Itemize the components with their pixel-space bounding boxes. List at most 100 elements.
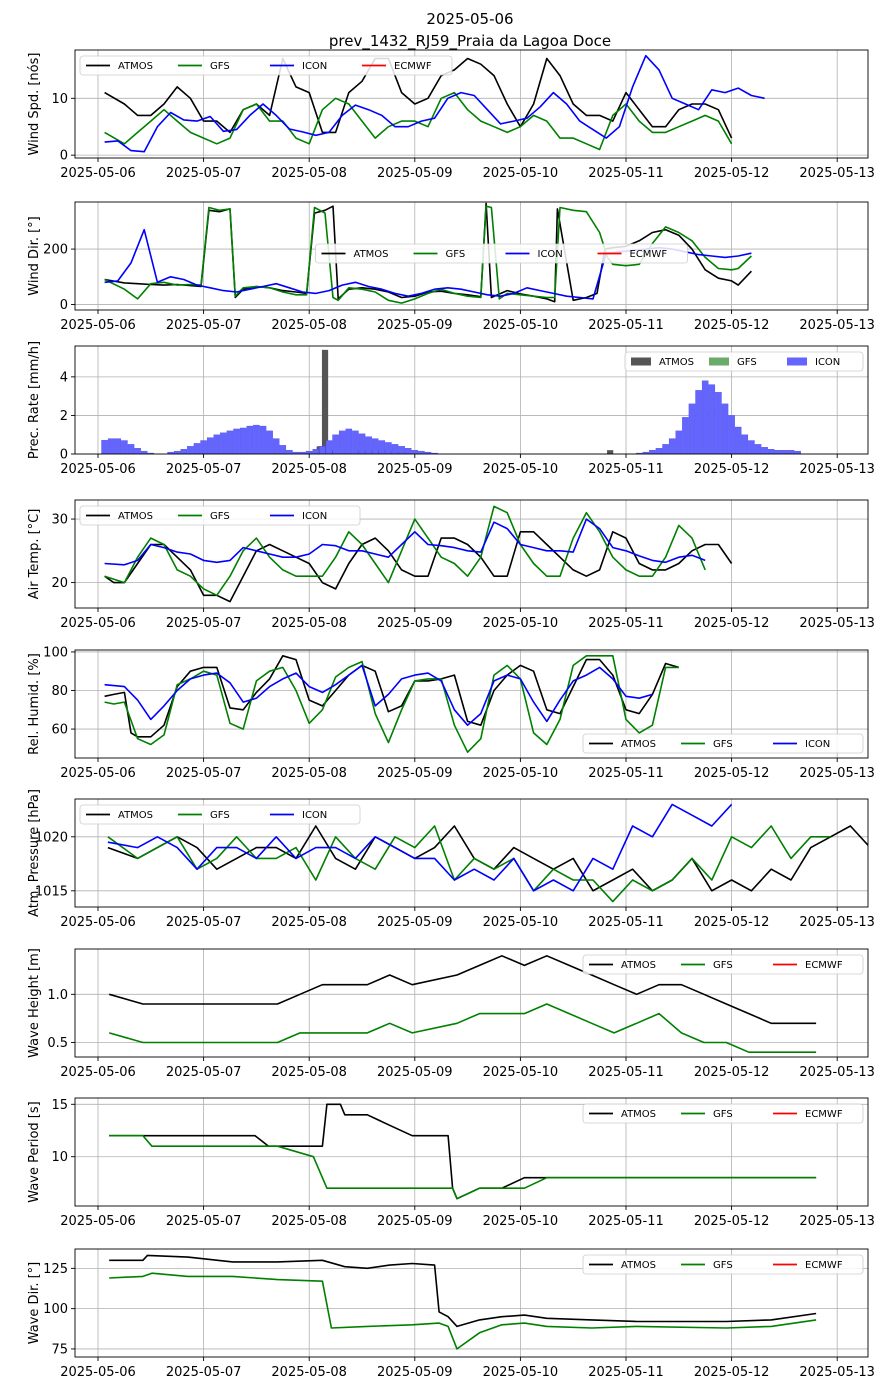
- legend-swatch-icon: [787, 357, 807, 366]
- x-tick-label: 2025-05-13: [799, 915, 875, 930]
- x-tick-label: 2025-05-12: [694, 915, 770, 930]
- bar-icon: [649, 449, 656, 454]
- x-tick-label: 2025-05-08: [271, 1214, 347, 1229]
- bar-icon: [233, 428, 240, 454]
- x-tick-label: 2025-05-13: [799, 766, 875, 781]
- legend-box: [315, 243, 688, 264]
- x-tick-label: 2025-05-07: [166, 766, 242, 781]
- x-tick-label: 2025-05-08: [271, 616, 347, 631]
- legend-label-gfs: GFS: [446, 249, 466, 260]
- y-tick-label: 1020: [35, 830, 68, 845]
- plot-area: [104, 54, 765, 153]
- x-tick-label: 2025-05-11: [588, 462, 664, 477]
- bar-icon: [101, 439, 108, 454]
- x-tick-label: 2025-05-11: [588, 1365, 664, 1380]
- legend: ATMOS GFS ICON: [624, 351, 864, 372]
- plot-area: [104, 655, 680, 753]
- y-axis-label: Wave Period [s]: [27, 1101, 42, 1202]
- grid: [75, 650, 868, 758]
- bar-icon: [292, 451, 300, 454]
- bar-icon: [418, 450, 425, 454]
- x-tick-label: 2025-05-06: [60, 462, 136, 477]
- panel-wave_height: 0.5 1.0 2025-05-06 2025-05-07 2025-05-08 2025…: [27, 948, 875, 1080]
- y-tick-label: 1015: [35, 884, 68, 899]
- legend-label-atmos: ATMOS: [118, 810, 153, 821]
- plot-area: [108, 955, 817, 1053]
- axes-frame: [74, 948, 869, 1058]
- bar-icon: [206, 437, 214, 454]
- legend-label-icon: ICON: [302, 810, 327, 821]
- bar-icon: [787, 449, 795, 454]
- y-tick-label: 75: [51, 1342, 68, 1357]
- bar-icon: [200, 440, 207, 454]
- bar-icon: [226, 430, 234, 454]
- bar-icon: [662, 444, 669, 454]
- legend: ATMOS GFS ECMWF: [582, 1103, 864, 1124]
- x-tick-label: 2025-05-11: [588, 318, 664, 333]
- panel-atm_pressure: 1015 1020 2025-05-06 2025-05-07 2025-05-08 20…: [27, 789, 875, 930]
- axes-frame: [74, 201, 869, 311]
- bar-icon: [107, 438, 115, 454]
- x-tick-label: 2025-05-12: [694, 462, 770, 477]
- series-line-gfs: [107, 825, 831, 903]
- bar-icon: [715, 392, 722, 454]
- bar-icon: [253, 424, 260, 454]
- x-tick-label: 2025-05-13: [799, 1214, 875, 1229]
- bar-icon: [365, 436, 372, 454]
- plot-area: [107, 803, 868, 903]
- bar-icon: [708, 384, 716, 454]
- x-tick-label: 2025-05-11: [588, 166, 664, 181]
- x-tick-label: 2025-05-08: [271, 462, 347, 477]
- legend-box: [582, 1103, 864, 1124]
- series-line-icon: [104, 54, 765, 153]
- x-tick-label: 2025-05-12: [694, 1214, 770, 1229]
- y-tick-label: 125: [43, 1262, 68, 1277]
- legend-label-gfs: GFS: [210, 511, 230, 522]
- x-tick-label: 2025-05-06: [60, 1065, 136, 1080]
- series-line-gfs: [109, 1272, 817, 1350]
- bar-icon: [187, 446, 194, 454]
- y-axis-label: Prec. Rate [mm/h]: [27, 341, 42, 459]
- bar-icon: [721, 403, 729, 454]
- y-tick-label: 10: [51, 1150, 68, 1165]
- x-tick-label: 2025-05-07: [166, 915, 242, 930]
- x-tick-label: 2025-05-12: [694, 166, 770, 181]
- legend: ATMOS GFS ICON ECMWF: [315, 243, 688, 264]
- y-axis-label: Rel. Humid. [%]: [27, 653, 42, 755]
- x-tick-label: 2025-05-13: [799, 1365, 875, 1380]
- bar-icon: [424, 451, 432, 454]
- panel-wave_dir: 75 100 125 2025-05-06 2025-05-07 2025-05-08 20…: [27, 1248, 875, 1380]
- y-tick-label: 4: [60, 370, 68, 385]
- legend-box: [624, 351, 864, 372]
- x-tick-label: 2025-05-13: [799, 1065, 875, 1080]
- legend-label-ecmwf: ECMWF: [394, 61, 432, 72]
- legend-label-gfs: GFS: [713, 1109, 733, 1120]
- x-tick-label: 2025-05-08: [271, 166, 347, 181]
- bar-icon: [728, 415, 735, 454]
- plot-area: [109, 1103, 817, 1200]
- bar-icon: [741, 434, 749, 454]
- x-tick-label: 2025-05-09: [377, 1365, 453, 1380]
- y-tick-label: 1.0: [47, 988, 68, 1003]
- x-tick-label: 2025-05-09: [377, 462, 453, 477]
- legend-label-gfs: GFS: [713, 960, 733, 971]
- x-tick-label: 2025-05-09: [377, 318, 453, 333]
- bar-icon: [332, 434, 339, 454]
- x-tick-label: 2025-05-10: [483, 462, 559, 477]
- x-tick-label: 2025-05-06: [60, 1214, 136, 1229]
- y-tick-label: 0: [60, 448, 68, 463]
- y-tick-label: 20: [51, 576, 68, 591]
- series-line-gfs: [104, 91, 733, 151]
- panel-wind_dir: 0 200 2025-05-06 2025-05-07 2025-05-08 2025-0…: [27, 201, 875, 333]
- legend-label-icon: ICON: [538, 249, 563, 260]
- panels: 0 10 2025-05-06 2025-05-07 2025-05-08 2025-05…: [27, 49, 875, 1380]
- y-tick-label: 10: [51, 92, 68, 107]
- legend: ATMOS GFS ECMWF: [582, 954, 864, 975]
- x-tick-label: 2025-05-09: [377, 766, 453, 781]
- x-tick-label: 2025-05-10: [483, 318, 559, 333]
- figure-subtitle: prev_1432_RJ59_Praia da Lagoa Doce: [329, 32, 611, 51]
- x-tick-label: 2025-05-09: [377, 1214, 453, 1229]
- x-tick-label: 2025-05-12: [694, 766, 770, 781]
- panel-prec: 0 2 4 2025-05-06 2025-05-07 2025-05-08 2025-05…: [27, 341, 875, 477]
- bar-icon: [286, 449, 293, 454]
